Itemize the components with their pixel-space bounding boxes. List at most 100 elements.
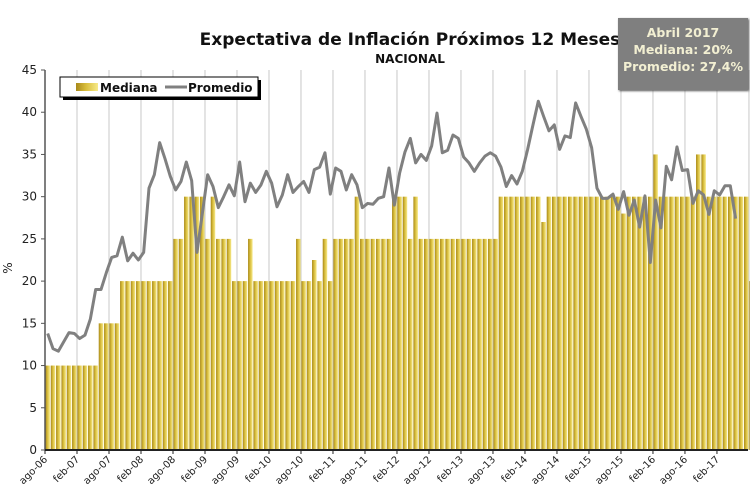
mediana-bar bbox=[690, 196, 696, 450]
mediana-bar bbox=[200, 196, 205, 450]
x-tick-label: ago-06 bbox=[18, 454, 51, 487]
mediana-bar bbox=[354, 196, 360, 450]
mediana-bar bbox=[648, 196, 653, 450]
mediana-bar bbox=[557, 196, 562, 450]
mediana-bar bbox=[386, 238, 392, 450]
mediana-bar bbox=[269, 281, 274, 450]
mediana-bar bbox=[306, 281, 312, 450]
mediana-bar bbox=[552, 196, 557, 450]
mediana-bar bbox=[184, 196, 189, 450]
mediana-bar bbox=[536, 196, 541, 450]
mediana-bar bbox=[226, 238, 232, 450]
promedio-line bbox=[46, 99, 738, 353]
y-tick-label: 35 bbox=[22, 147, 37, 161]
mediana-bar bbox=[728, 196, 733, 450]
mediana-bar bbox=[82, 365, 88, 450]
mediana-bar bbox=[450, 238, 456, 450]
mediana-bar bbox=[333, 238, 338, 450]
mediana-bar bbox=[578, 196, 584, 450]
mediana-bar bbox=[722, 196, 728, 450]
mediana-bar bbox=[605, 196, 610, 450]
mediana-bar bbox=[493, 238, 498, 450]
mediana-bar bbox=[98, 323, 104, 450]
chart-title: Expectativa de Inflación Próximos 12 Mes… bbox=[199, 30, 621, 50]
mediana-bar bbox=[664, 196, 669, 450]
mediana-bar bbox=[189, 196, 194, 450]
y-tick-label: 20 bbox=[22, 274, 37, 288]
mediana-bar bbox=[616, 196, 621, 450]
y-axis-label: % bbox=[1, 262, 15, 273]
mediana-bar bbox=[381, 238, 386, 450]
latest-period: Abril 2017 bbox=[646, 25, 720, 40]
mediana-bar bbox=[706, 196, 712, 450]
mediana-bar bbox=[338, 238, 344, 450]
legend-swatch-mediana bbox=[76, 83, 98, 91]
mediana-bar bbox=[370, 238, 376, 450]
mediana-bar bbox=[322, 238, 328, 450]
mediana-bar bbox=[472, 238, 477, 450]
mediana-bar bbox=[733, 196, 738, 450]
mediana-bar bbox=[77, 365, 82, 450]
mediana-bar bbox=[205, 238, 210, 450]
mediana-bar bbox=[440, 238, 445, 450]
mediana-bar bbox=[482, 238, 488, 450]
mediana-bar bbox=[66, 365, 72, 450]
x-tick-label: feb-17 bbox=[691, 454, 722, 485]
y-tick-label: 15 bbox=[22, 316, 37, 330]
mediana-bar bbox=[125, 281, 130, 450]
mediana-bar bbox=[360, 238, 365, 450]
x-tick-label: feb-13 bbox=[435, 454, 466, 485]
mediana-bar bbox=[674, 196, 680, 450]
legend-label-mediana: Mediana bbox=[100, 81, 158, 95]
mediana-bar bbox=[258, 281, 264, 450]
mediana-bar bbox=[445, 238, 450, 450]
latest-promedio: Promedio: 27,4% bbox=[623, 59, 743, 74]
mediana-bar bbox=[477, 238, 482, 450]
mediana-bar bbox=[45, 365, 50, 450]
mediana-bar bbox=[93, 365, 98, 450]
mediana-bar bbox=[456, 238, 461, 450]
x-tick-label: feb-14 bbox=[499, 454, 530, 485]
y-tick-label: 5 bbox=[29, 401, 37, 415]
mediana-bar bbox=[642, 196, 648, 450]
mediana-bar bbox=[301, 281, 306, 450]
vertical-gridlines bbox=[76, 70, 750, 450]
mediana-bar bbox=[461, 238, 466, 450]
mediana-bar bbox=[637, 196, 642, 450]
mediana-bar bbox=[152, 281, 157, 450]
mediana-bar bbox=[130, 281, 136, 450]
mediana-bar bbox=[600, 196, 605, 450]
mediana-bar bbox=[88, 365, 93, 450]
mediana-bar bbox=[317, 281, 322, 450]
x-tick-label: feb-16 bbox=[627, 454, 658, 485]
mediana-bar bbox=[424, 238, 429, 450]
mediana-bar bbox=[237, 281, 242, 450]
x-tick-label: ago-16 bbox=[657, 454, 690, 487]
y-tick-label: 25 bbox=[22, 232, 37, 246]
mediana-bar bbox=[157, 281, 162, 450]
mediana-bar bbox=[589, 196, 594, 450]
mediana-bar bbox=[418, 238, 424, 450]
legend: Mediana Promedio bbox=[59, 76, 261, 100]
x-tick-label: ago-09 bbox=[209, 454, 242, 487]
mediana-bar bbox=[669, 196, 674, 450]
mediana-bar bbox=[530, 196, 536, 450]
mediana-bar bbox=[136, 281, 141, 450]
mediana-bar bbox=[56, 365, 61, 450]
x-tick-label: feb-07 bbox=[51, 454, 82, 485]
mediana-bar bbox=[610, 196, 616, 450]
y-axis-ticks: 0 5 10 15 20 25 30 35 40 45 bbox=[22, 63, 45, 457]
mediana-bar bbox=[285, 281, 290, 450]
mediana-bar bbox=[104, 323, 109, 450]
mediana-bar bbox=[434, 238, 440, 450]
mediana-bar bbox=[541, 222, 546, 450]
mediana-bar bbox=[509, 196, 514, 450]
mediana-bar bbox=[296, 238, 301, 450]
mediana-bar bbox=[376, 238, 381, 450]
mediana-bar bbox=[312, 260, 317, 450]
mediana-bar bbox=[680, 196, 685, 450]
mediana-bar bbox=[194, 196, 200, 450]
x-tick-label: ago-08 bbox=[145, 454, 178, 487]
mediana-bar bbox=[498, 196, 504, 450]
x-tick-label: feb-11 bbox=[307, 454, 338, 485]
